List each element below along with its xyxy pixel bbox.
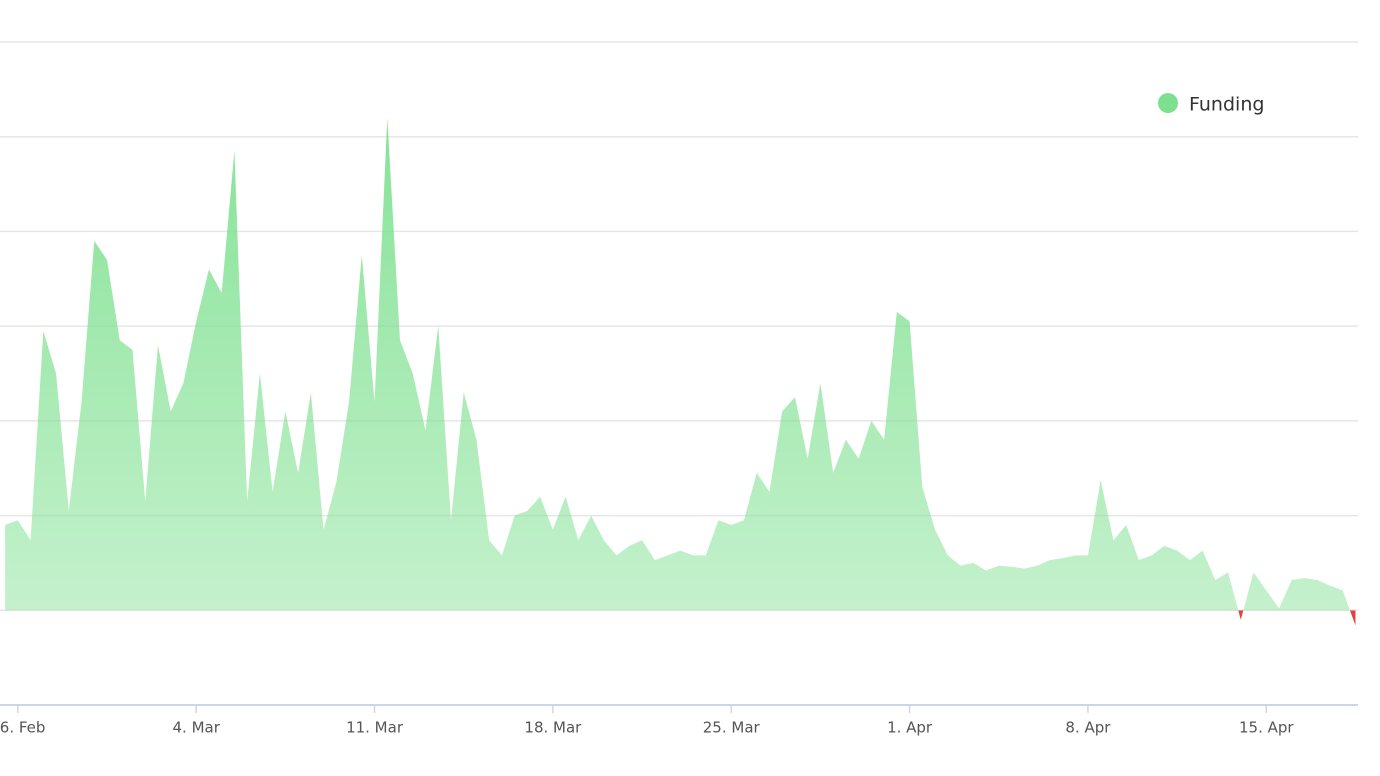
x-tick-label: 4. Mar [172, 719, 220, 737]
x-tick-label: 26. Feb [0, 719, 45, 737]
x-tick-label: 25. Mar [703, 719, 761, 737]
x-tick-label: 11. Mar [346, 719, 404, 737]
legend-label: Funding [1189, 94, 1264, 116]
legend-swatch [1158, 93, 1178, 113]
funding-area [5, 117, 1356, 626]
x-tick-label: 18. Mar [524, 719, 582, 737]
x-tick-label: 1. Apr [887, 719, 933, 737]
x-tick-label: 8. Apr [1065, 719, 1111, 737]
x-tick-label: 15. Apr [1239, 719, 1294, 737]
